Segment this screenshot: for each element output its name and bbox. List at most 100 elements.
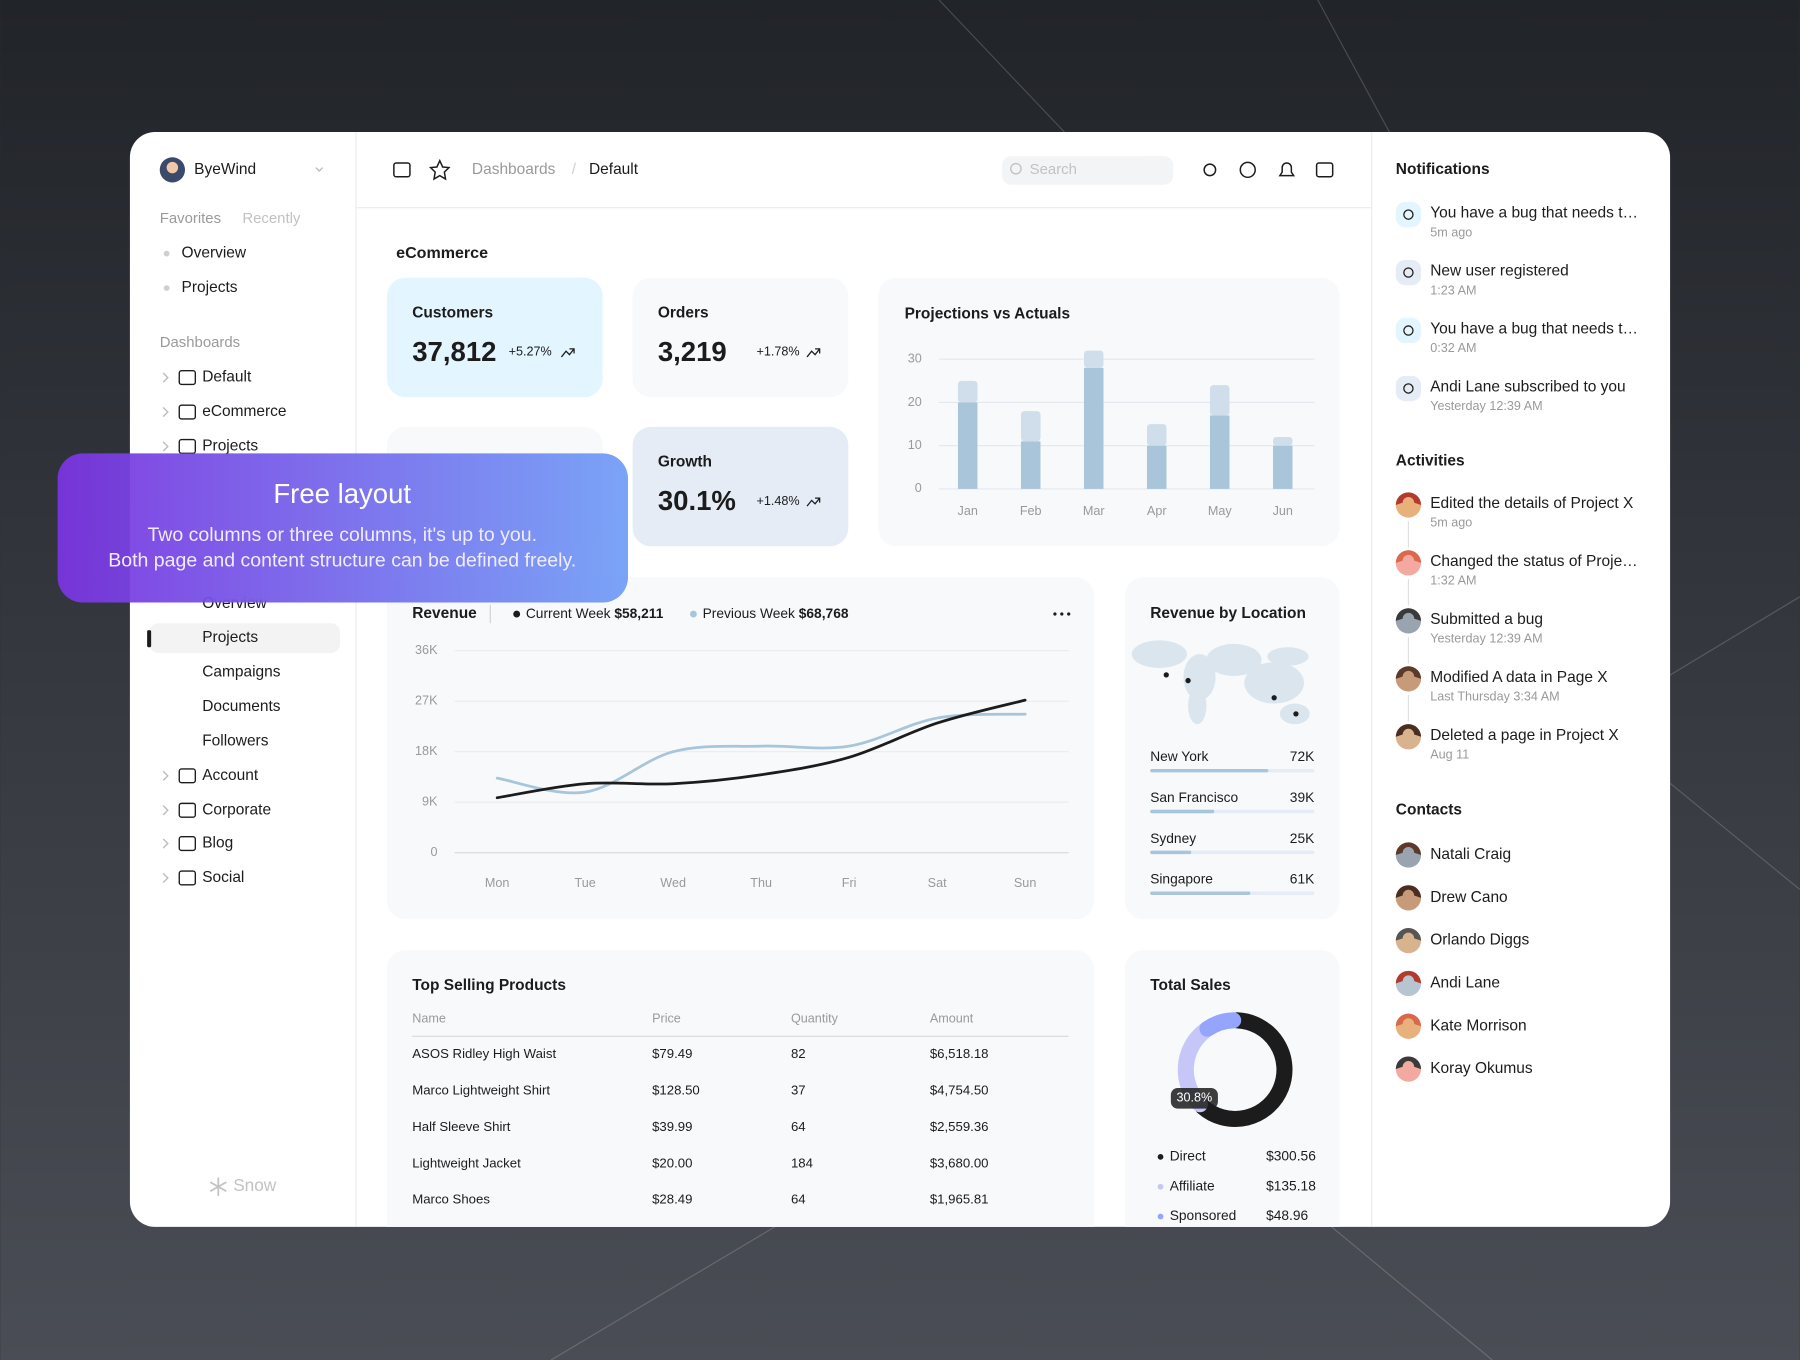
nav-icon (178, 404, 197, 420)
bullet (163, 250, 170, 257)
notification-glyph (1403, 325, 1414, 336)
section-title: Notifications (1396, 161, 1490, 178)
chevron (162, 372, 169, 383)
contact-name: Andi Lane (1430, 975, 1500, 992)
chevron (162, 441, 169, 452)
notification-text: Andi Lane subscribed to you (1430, 378, 1625, 395)
trend-icon (806, 348, 821, 358)
avatar-hair (1395, 970, 1422, 984)
avatar-hair (1395, 608, 1422, 621)
activity-text: Edited the details of Project X (1430, 495, 1633, 512)
notification-glyph (1403, 209, 1414, 220)
footer-brand: Snow (233, 1175, 277, 1195)
favorite-item: Projects (182, 279, 238, 296)
nav-icon (178, 870, 197, 886)
search-placeholder: Search (1030, 162, 1077, 178)
star-button[interactable] (428, 158, 451, 181)
contact-name: Natali Craig (1430, 846, 1511, 863)
legend-total: $58,211 (614, 606, 663, 621)
activity-text: Deleted a page in Project X (1430, 727, 1619, 744)
column-header: Quantity (791, 1011, 839, 1025)
activity-time: 1:32 AM (1430, 574, 1476, 588)
legend-entry: Current Week $58,211 (526, 606, 664, 621)
overlay-card (57, 453, 628, 603)
chevron (162, 805, 169, 816)
y-tick-label: 30 (908, 352, 922, 366)
notification-text: New user registered (1430, 263, 1569, 280)
history-button[interactable] (1239, 161, 1256, 179)
nav-item: Projects (202, 629, 258, 646)
chevron (162, 872, 169, 884)
annotation: 30.8% (1176, 1091, 1212, 1105)
table-cell: Lightweight Jacket (412, 1155, 521, 1170)
nav-icon (178, 370, 197, 386)
panel (632, 277, 849, 398)
activity-time: Yesterday 12:39 AM (1430, 632, 1542, 646)
x-tick-label: Apr (1147, 504, 1167, 518)
nav-icon (178, 835, 197, 852)
overlay-title: Free layout (273, 478, 411, 509)
bar (1209, 415, 1230, 489)
nav-item: Blog (202, 835, 233, 852)
x-tick-label: Sun (1014, 876, 1036, 890)
avatar-hair (1395, 724, 1422, 737)
card-value: 37,812 (412, 336, 496, 367)
selected-bg (149, 623, 340, 654)
nav-item: Account (202, 767, 259, 784)
bar (1146, 424, 1167, 446)
map-land (1206, 643, 1262, 676)
bar (1020, 441, 1041, 489)
table-cell: $4,754.50 (930, 1083, 989, 1098)
x-tick-label: Tue (575, 876, 596, 890)
column-header: Name (412, 1011, 446, 1025)
table-cell: 37 (791, 1083, 806, 1098)
nav-icon (178, 802, 197, 818)
map-land (1267, 647, 1309, 666)
nav-item: Social (202, 869, 244, 886)
more-dot (1067, 612, 1071, 616)
x-tick-label: Mon (485, 876, 510, 890)
contact-name: Orlando Diggs (1430, 932, 1529, 949)
more-dot (1053, 612, 1057, 616)
location-name: San Francisco (1150, 790, 1238, 805)
search-box[interactable] (1002, 156, 1174, 185)
table-cell: $39.99 (652, 1119, 692, 1134)
chart-title: Projections vs Actuals (905, 306, 1071, 323)
trend-icon (560, 348, 575, 358)
table-title: Top Selling Products (412, 977, 566, 994)
table-cell: ASOS Ridley High Waist (412, 1046, 556, 1061)
chevron (162, 406, 169, 418)
panel (386, 577, 1094, 920)
legend-label: Sponsored (1170, 1208, 1237, 1223)
legend-total: $68,768 (799, 606, 849, 621)
bell-button[interactable] (1278, 162, 1296, 177)
nav-item: Default (202, 369, 252, 386)
table-cell: $79.49 (652, 1046, 692, 1061)
avatar-hair (1395, 1056, 1422, 1070)
panel-toggle[interactable] (1315, 162, 1334, 178)
y-tick-label: 27K (415, 694, 438, 708)
user-name: ByeWind (194, 161, 256, 178)
notification-time: 0:32 AM (1430, 341, 1476, 355)
sidebar-toggle[interactable] (393, 162, 411, 178)
nav-item: Projects (202, 438, 258, 455)
avatar-hair (1395, 492, 1422, 505)
bar (957, 380, 978, 403)
bar (1146, 445, 1167, 489)
legend-value: $300.56 (1266, 1149, 1316, 1164)
y-tick-label: 0 (915, 481, 922, 495)
map-pin (1271, 695, 1277, 701)
theme-button[interactable] (1203, 163, 1217, 177)
bar (1272, 437, 1293, 446)
bar (1020, 411, 1041, 442)
table-cell: $3,680.00 (930, 1155, 989, 1170)
avatar-hair (1395, 1013, 1422, 1027)
trend-icon (806, 497, 821, 507)
progress-bar (1150, 891, 1251, 895)
location-value: 61K (1290, 872, 1315, 887)
legend-dot (1157, 1183, 1164, 1190)
nav-item: eCommerce (202, 403, 286, 420)
bar (1083, 367, 1104, 489)
annotation-box (1170, 1088, 1218, 1109)
